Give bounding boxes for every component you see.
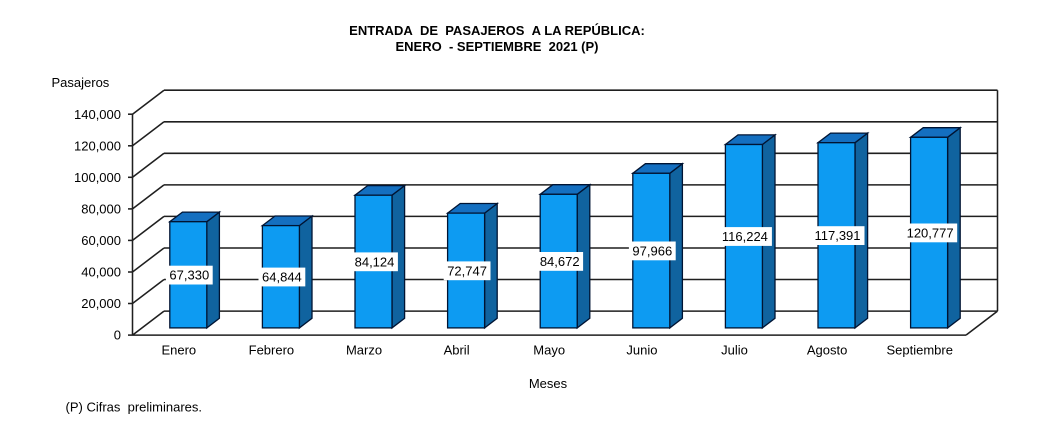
svg-text:60,000: 60,000 [81,233,121,248]
svg-text:Marzo: Marzo [346,343,382,358]
svg-text:116,224: 116,224 [722,229,768,244]
svg-text:20,000: 20,000 [81,296,121,311]
svg-text:Febrero: Febrero [249,343,295,358]
svg-text:(P) Cifras preliminares.: (P) Cifras preliminares. [66,400,203,415]
svg-text:120,777: 120,777 [907,226,954,241]
svg-text:67,330: 67,330 [169,268,209,283]
svg-text:Pasajeros: Pasajeros [52,75,110,90]
svg-text:117,391: 117,391 [814,228,860,243]
svg-text:72,747: 72,747 [447,263,487,278]
svg-text:Enero: Enero [161,343,196,358]
svg-text:64,844: 64,844 [262,270,302,285]
svg-text:140,000: 140,000 [74,107,121,122]
svg-text:Abril: Abril [444,343,470,358]
svg-text:84,124: 84,124 [355,254,395,269]
svg-text:Junio: Junio [626,343,657,358]
svg-text:Mayo: Mayo [533,343,565,358]
svg-text:0: 0 [114,328,121,343]
svg-text:Meses: Meses [529,376,568,391]
svg-text:100,000: 100,000 [74,170,121,185]
svg-text:84,672: 84,672 [540,254,580,269]
svg-text:ENERO - SEPTIEMBRE 2021 (P): ENERO - SEPTIEMBRE 2021 (P) [396,39,599,54]
svg-text:40,000: 40,000 [81,265,121,280]
svg-text:Septiembre: Septiembre [886,343,952,358]
svg-text:Agosto: Agosto [807,343,847,358]
svg-text:80,000: 80,000 [81,202,121,217]
svg-text:Julio: Julio [721,343,748,358]
svg-text:ENTRADA DE PASAJEROS A LA R: ENTRADA DE PASAJEROS A LA REPÚBLICA: [349,23,645,38]
svg-text:120,000: 120,000 [74,138,121,153]
svg-text:97,966: 97,966 [632,244,672,259]
